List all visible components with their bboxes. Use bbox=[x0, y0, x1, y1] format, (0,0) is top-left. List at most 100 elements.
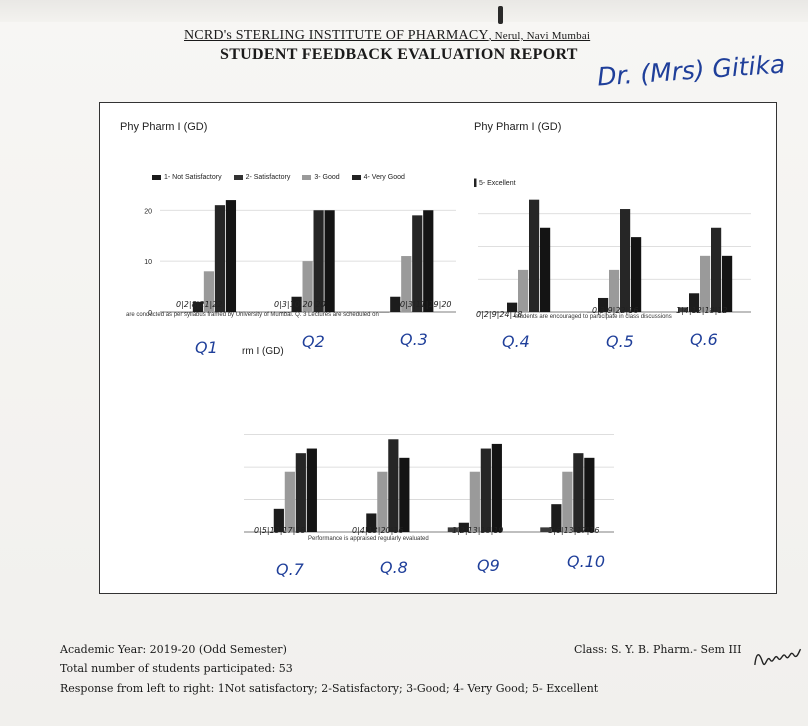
q-label-7: Q.7 bbox=[276, 560, 304, 579]
bar bbox=[711, 227, 722, 312]
q-label-9: Q9 bbox=[477, 556, 500, 575]
chart-legend: 1- Not Satisfactory 2- Satisfactory 3- G… bbox=[152, 174, 405, 181]
bar bbox=[540, 227, 551, 312]
counts-q4: 0|2|9|24|18 bbox=[476, 310, 523, 319]
legend-label: 5- Excellent bbox=[478, 180, 516, 187]
bar bbox=[423, 210, 434, 312]
bar bbox=[458, 522, 469, 532]
legend-item: 2- Satisfactory bbox=[233, 174, 291, 181]
bar bbox=[399, 457, 410, 532]
bar bbox=[507, 302, 518, 312]
bar bbox=[377, 471, 388, 532]
response-key: Response from left to right: 1Not satisf… bbox=[60, 682, 599, 695]
y-tick-label: 0 bbox=[148, 310, 152, 317]
bar bbox=[295, 453, 306, 532]
bar bbox=[469, 471, 480, 532]
bar bbox=[573, 453, 584, 532]
bar bbox=[562, 471, 573, 532]
legend-label: 4- Very Good bbox=[363, 174, 405, 181]
legend-label: 3- Good bbox=[314, 174, 340, 181]
bar bbox=[551, 504, 562, 532]
academic-year: Academic Year: 2019-20 (Odd Semester) bbox=[60, 643, 287, 656]
legend-item: 3- Good bbox=[302, 174, 340, 181]
q-label-2: Q2 bbox=[302, 332, 325, 351]
chart1-title: Phy Pharm I (GD) bbox=[120, 121, 208, 133]
legend-swatch bbox=[152, 175, 161, 180]
bar bbox=[587, 312, 598, 313]
bar bbox=[496, 312, 507, 313]
q-label-10: Q.10 bbox=[567, 552, 606, 571]
q-label-8: Q.8 bbox=[380, 558, 408, 577]
q-label-1: Q1 bbox=[195, 338, 218, 357]
chart-3 bbox=[244, 434, 614, 533]
bar bbox=[262, 532, 273, 533]
bar bbox=[313, 210, 324, 312]
bar bbox=[584, 457, 595, 532]
q-label-3: Q.3 bbox=[400, 330, 428, 349]
bar bbox=[388, 439, 399, 532]
participants-count: Total number of students participated: 5… bbox=[60, 662, 293, 675]
bar bbox=[181, 312, 193, 313]
counts-q3: 0|3|11|19|20 bbox=[400, 300, 452, 309]
institute-header: NCRD's STERLING INSTITUTE OF PHARMACY, N… bbox=[184, 28, 644, 44]
q-label-6: Q.6 bbox=[690, 330, 718, 349]
bar bbox=[447, 527, 458, 532]
bar bbox=[366, 513, 377, 532]
bar bbox=[598, 297, 609, 312]
bar bbox=[379, 312, 390, 313]
bar bbox=[214, 205, 226, 312]
legend-swatch bbox=[351, 175, 361, 180]
institute-name: NCRD's STERLING INSTITUTE OF PHARMACY bbox=[184, 28, 489, 43]
bar bbox=[225, 200, 237, 312]
legend-item: 1- Not Satisfactory bbox=[152, 174, 222, 181]
bar bbox=[273, 508, 284, 532]
y-tick-label: 20 bbox=[144, 208, 152, 215]
bar bbox=[284, 471, 295, 532]
signature-mark bbox=[754, 648, 802, 666]
counts-q7: 0|5|13|17|18 bbox=[254, 526, 306, 535]
bar bbox=[678, 307, 689, 312]
teacher-name-handwritten: Dr. (Mrs) Gitika bbox=[596, 49, 787, 92]
q-label-5: Q.5 bbox=[606, 332, 634, 351]
bar bbox=[689, 293, 700, 312]
bar bbox=[518, 269, 529, 312]
chart2-title: Phy Pharm I (GD) bbox=[474, 121, 562, 133]
legend-swatch bbox=[302, 175, 312, 180]
charts-frame bbox=[99, 102, 777, 594]
binder-clip bbox=[498, 6, 503, 24]
legend-label: 1- Not Satisfactory bbox=[164, 174, 222, 181]
bar bbox=[722, 255, 733, 312]
bar bbox=[203, 271, 215, 312]
bar bbox=[302, 261, 313, 312]
counts-q10: 1|6|13|17|16 bbox=[548, 526, 600, 535]
bar bbox=[355, 532, 366, 533]
chart3-partial-title: rm I (GD) bbox=[242, 346, 284, 357]
bar bbox=[609, 269, 620, 312]
bar bbox=[631, 237, 642, 312]
counts-q9: 1|2|13|18|19 bbox=[452, 526, 504, 535]
counts-q5: 0|3|9|22|16 bbox=[592, 306, 639, 315]
bar bbox=[291, 296, 302, 312]
bar bbox=[401, 256, 412, 312]
bar bbox=[324, 210, 335, 312]
legend-item: 4- Very Good bbox=[351, 174, 405, 181]
bar bbox=[280, 312, 291, 313]
legend-label: 2- Satisfactory bbox=[245, 174, 291, 181]
counts-q6: 1|4|12|18|12 bbox=[676, 306, 728, 315]
bar bbox=[620, 209, 631, 312]
chart2-axis-caption: students are encouraged to participate i… bbox=[515, 314, 672, 320]
q-label-4: Q.4 bbox=[502, 332, 530, 351]
chart-2 bbox=[478, 199, 751, 313]
chart1-axis-caption: are conducted as per syllabus framed by … bbox=[126, 312, 379, 318]
legend-item-excellent: ▌5- Excellent bbox=[474, 180, 516, 187]
bar bbox=[529, 199, 540, 312]
counts-q1: 0|2|8|21|22 bbox=[176, 300, 223, 309]
bar bbox=[491, 443, 502, 532]
paper-top-edge bbox=[0, 0, 808, 22]
y-tick-label: 10 bbox=[144, 259, 152, 266]
class-info: Class: S. Y. B. Pharm.- Sem III bbox=[574, 643, 742, 656]
bar bbox=[412, 215, 423, 312]
legend-swatch bbox=[233, 175, 243, 180]
institute-location: , Nerul, Navi Mumbai bbox=[488, 30, 591, 42]
bar bbox=[480, 448, 491, 532]
